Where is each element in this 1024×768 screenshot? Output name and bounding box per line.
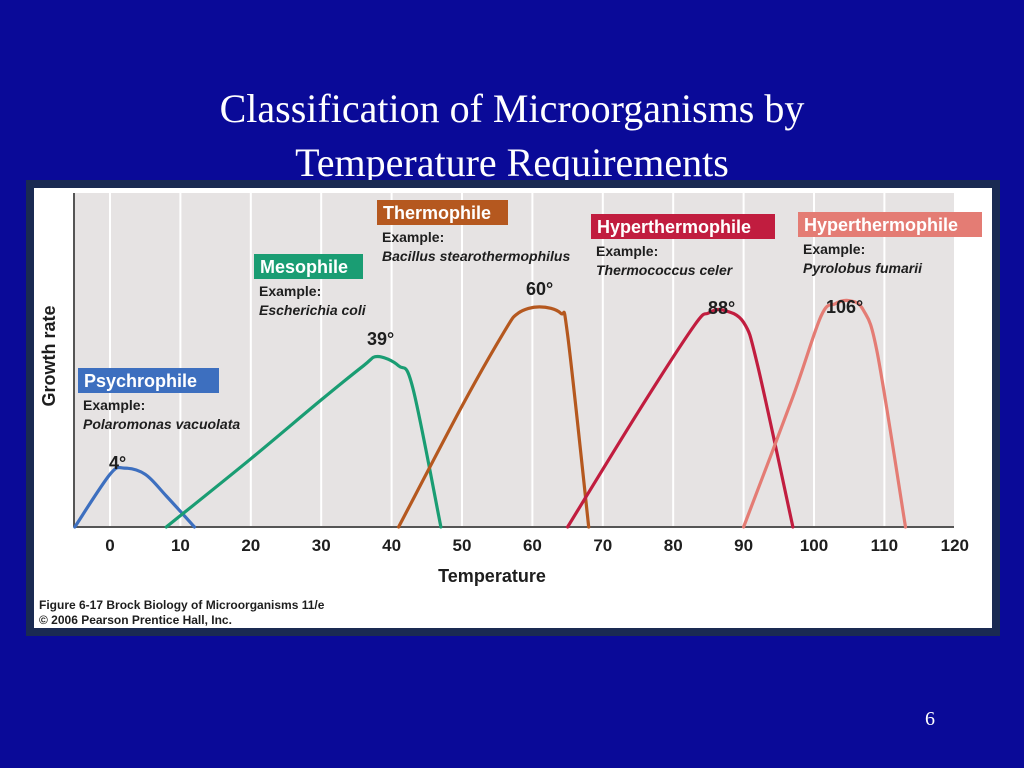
series-labels: Psychrophile Example: Polaromonas vacuolat…: [78, 200, 982, 473]
series-name-label: Hyperthermophile: [804, 215, 958, 235]
series-example-label: Example:: [83, 397, 145, 413]
series-name-label: Psychrophile: [84, 371, 197, 391]
x-tick-label: 30: [312, 536, 331, 555]
series-curve: [397, 305, 591, 529]
x-tick-label: 120: [941, 536, 969, 555]
page-number: 6: [925, 708, 935, 730]
x-tick-label: 20: [241, 536, 260, 555]
slide-title: Classification of Microorganisms by Temp…: [0, 82, 1024, 190]
series-name-label: Hyperthermophile: [597, 217, 751, 237]
x-tick-label: 110: [871, 536, 898, 555]
series-curve: [73, 465, 197, 529]
series-organism-label: Thermococcus celer: [596, 262, 734, 278]
series-curve: [164, 354, 443, 529]
series-curve: [742, 298, 908, 529]
series-organism-label: Pyrolobus fumarii: [803, 260, 923, 276]
slide-title-line-1: Classification of Microorganisms by: [219, 86, 805, 131]
series-badge: [254, 254, 363, 279]
x-tick-label: 90: [734, 536, 753, 555]
series-curves: [73, 298, 908, 529]
series-curve: [566, 307, 795, 529]
series-badge: [78, 368, 219, 393]
x-tick-label: 70: [593, 536, 612, 555]
x-axis-title: Temperature: [438, 566, 546, 586]
plot-area-background: [74, 193, 954, 527]
series-optimum-label: 60°: [526, 279, 553, 299]
x-tick-label: 10: [171, 536, 190, 555]
series-badge: [798, 212, 982, 237]
x-tick-label: 0: [105, 536, 114, 555]
series-optimum-label: 39°: [367, 329, 394, 349]
slide-title-line-2: Temperature Requirements: [295, 140, 729, 185]
series-optimum-label: 4°: [109, 453, 126, 473]
series-organism-label: Bacillus stearothermophilus: [382, 248, 570, 264]
series-example-label: Example:: [382, 229, 444, 245]
x-tick-label: 100: [800, 536, 828, 555]
x-tick-label: 80: [664, 536, 683, 555]
growth-rate-chart: 0 10 20 30 40 50 60 70 80 90 100 110 120 Psychrophil…: [39, 193, 982, 627]
series-optimum-label: 88°: [708, 298, 735, 318]
series-name-label: Mesophile: [260, 257, 348, 277]
series-example-label: Example:: [259, 283, 321, 299]
x-tick-label: 60: [523, 536, 542, 555]
series-badge: [377, 200, 508, 225]
x-tick-labels: 0 10 20 30 40 50 60 70 80 90 100 110 120: [105, 536, 969, 555]
x-tick-label: 50: [453, 536, 472, 555]
figure-caption-line-2: © 2006 Pearson Prentice Hall, Inc.: [39, 613, 232, 627]
series-example-label: Example:: [803, 241, 865, 257]
series-badge: [591, 214, 775, 239]
y-axis-title: Growth rate: [39, 305, 59, 406]
x-tick-label: 40: [382, 536, 401, 555]
series-organism-label: Polaromonas vacuolata: [83, 416, 240, 432]
series-organism-label: Escherichia coli: [259, 302, 367, 318]
series-optimum-label: 106°: [826, 297, 863, 317]
series-example-label: Example:: [596, 243, 658, 259]
series-name-label: Thermophile: [383, 203, 491, 223]
figure-caption-line-1: Figure 6-17 Brock Biology of Microorgani…: [39, 598, 325, 612]
